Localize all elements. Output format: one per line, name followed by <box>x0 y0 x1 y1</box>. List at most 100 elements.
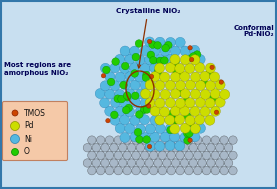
Circle shape <box>160 72 170 82</box>
Circle shape <box>171 159 180 167</box>
Circle shape <box>171 143 180 152</box>
Circle shape <box>187 119 194 127</box>
Circle shape <box>155 80 165 90</box>
Circle shape <box>132 167 140 175</box>
Circle shape <box>135 55 145 65</box>
Circle shape <box>140 46 150 56</box>
Circle shape <box>110 159 118 167</box>
Circle shape <box>167 136 175 144</box>
Circle shape <box>165 54 175 64</box>
Circle shape <box>135 72 145 82</box>
Circle shape <box>220 167 228 175</box>
Circle shape <box>160 46 170 56</box>
Circle shape <box>158 167 166 175</box>
Circle shape <box>123 136 131 144</box>
Circle shape <box>155 63 165 73</box>
Circle shape <box>140 98 150 108</box>
Circle shape <box>165 141 175 151</box>
Circle shape <box>154 42 161 49</box>
Circle shape <box>150 89 160 99</box>
Circle shape <box>83 143 92 152</box>
Circle shape <box>190 55 200 65</box>
Circle shape <box>185 80 195 90</box>
Circle shape <box>125 104 132 112</box>
Circle shape <box>149 74 154 79</box>
Circle shape <box>200 79 208 87</box>
Circle shape <box>165 98 175 108</box>
Circle shape <box>120 46 130 56</box>
Circle shape <box>150 57 157 64</box>
Circle shape <box>140 80 150 90</box>
Circle shape <box>12 149 19 156</box>
Circle shape <box>202 136 211 144</box>
Circle shape <box>158 151 166 160</box>
Circle shape <box>145 143 153 152</box>
Circle shape <box>165 37 175 47</box>
Circle shape <box>173 116 181 124</box>
Circle shape <box>211 136 220 144</box>
Circle shape <box>185 98 195 108</box>
Circle shape <box>127 143 136 152</box>
Circle shape <box>132 53 140 61</box>
Circle shape <box>155 123 165 133</box>
Circle shape <box>198 143 206 152</box>
Circle shape <box>175 37 185 47</box>
Circle shape <box>165 80 175 90</box>
Circle shape <box>145 37 155 47</box>
Circle shape <box>200 71 210 81</box>
Circle shape <box>195 54 205 64</box>
Circle shape <box>224 159 233 167</box>
Circle shape <box>130 80 140 90</box>
Circle shape <box>135 40 143 47</box>
Circle shape <box>211 167 220 175</box>
Circle shape <box>155 141 165 151</box>
Circle shape <box>114 95 122 102</box>
Circle shape <box>120 98 130 108</box>
Circle shape <box>147 104 151 108</box>
FancyBboxPatch shape <box>2 101 68 160</box>
Circle shape <box>130 115 140 125</box>
Circle shape <box>120 115 130 125</box>
Circle shape <box>125 123 135 133</box>
Circle shape <box>140 132 150 143</box>
Circle shape <box>140 89 150 99</box>
Circle shape <box>123 151 131 160</box>
Circle shape <box>111 98 120 108</box>
Circle shape <box>110 115 120 125</box>
Circle shape <box>229 167 237 175</box>
Circle shape <box>167 126 174 134</box>
Circle shape <box>190 89 200 99</box>
Circle shape <box>147 144 152 149</box>
Circle shape <box>105 89 115 99</box>
Circle shape <box>125 54 135 64</box>
Circle shape <box>150 72 160 81</box>
Circle shape <box>120 132 130 143</box>
Circle shape <box>120 81 127 89</box>
Circle shape <box>195 98 205 108</box>
Circle shape <box>183 97 191 105</box>
Circle shape <box>193 51 201 58</box>
Circle shape <box>188 138 192 142</box>
Circle shape <box>207 159 215 167</box>
Circle shape <box>115 54 125 64</box>
Circle shape <box>120 80 130 90</box>
Circle shape <box>176 89 184 96</box>
Circle shape <box>135 124 145 134</box>
Circle shape <box>155 98 165 108</box>
Circle shape <box>124 93 131 101</box>
Circle shape <box>95 89 105 98</box>
Circle shape <box>205 115 215 125</box>
Circle shape <box>194 136 202 144</box>
Circle shape <box>195 81 206 91</box>
Circle shape <box>206 81 216 91</box>
Circle shape <box>110 81 120 91</box>
Circle shape <box>184 112 191 120</box>
Circle shape <box>160 107 170 117</box>
Circle shape <box>216 143 224 152</box>
Circle shape <box>145 80 155 90</box>
Circle shape <box>135 106 145 116</box>
Circle shape <box>191 72 201 82</box>
Circle shape <box>167 151 175 160</box>
Circle shape <box>211 106 220 116</box>
Circle shape <box>185 167 193 175</box>
